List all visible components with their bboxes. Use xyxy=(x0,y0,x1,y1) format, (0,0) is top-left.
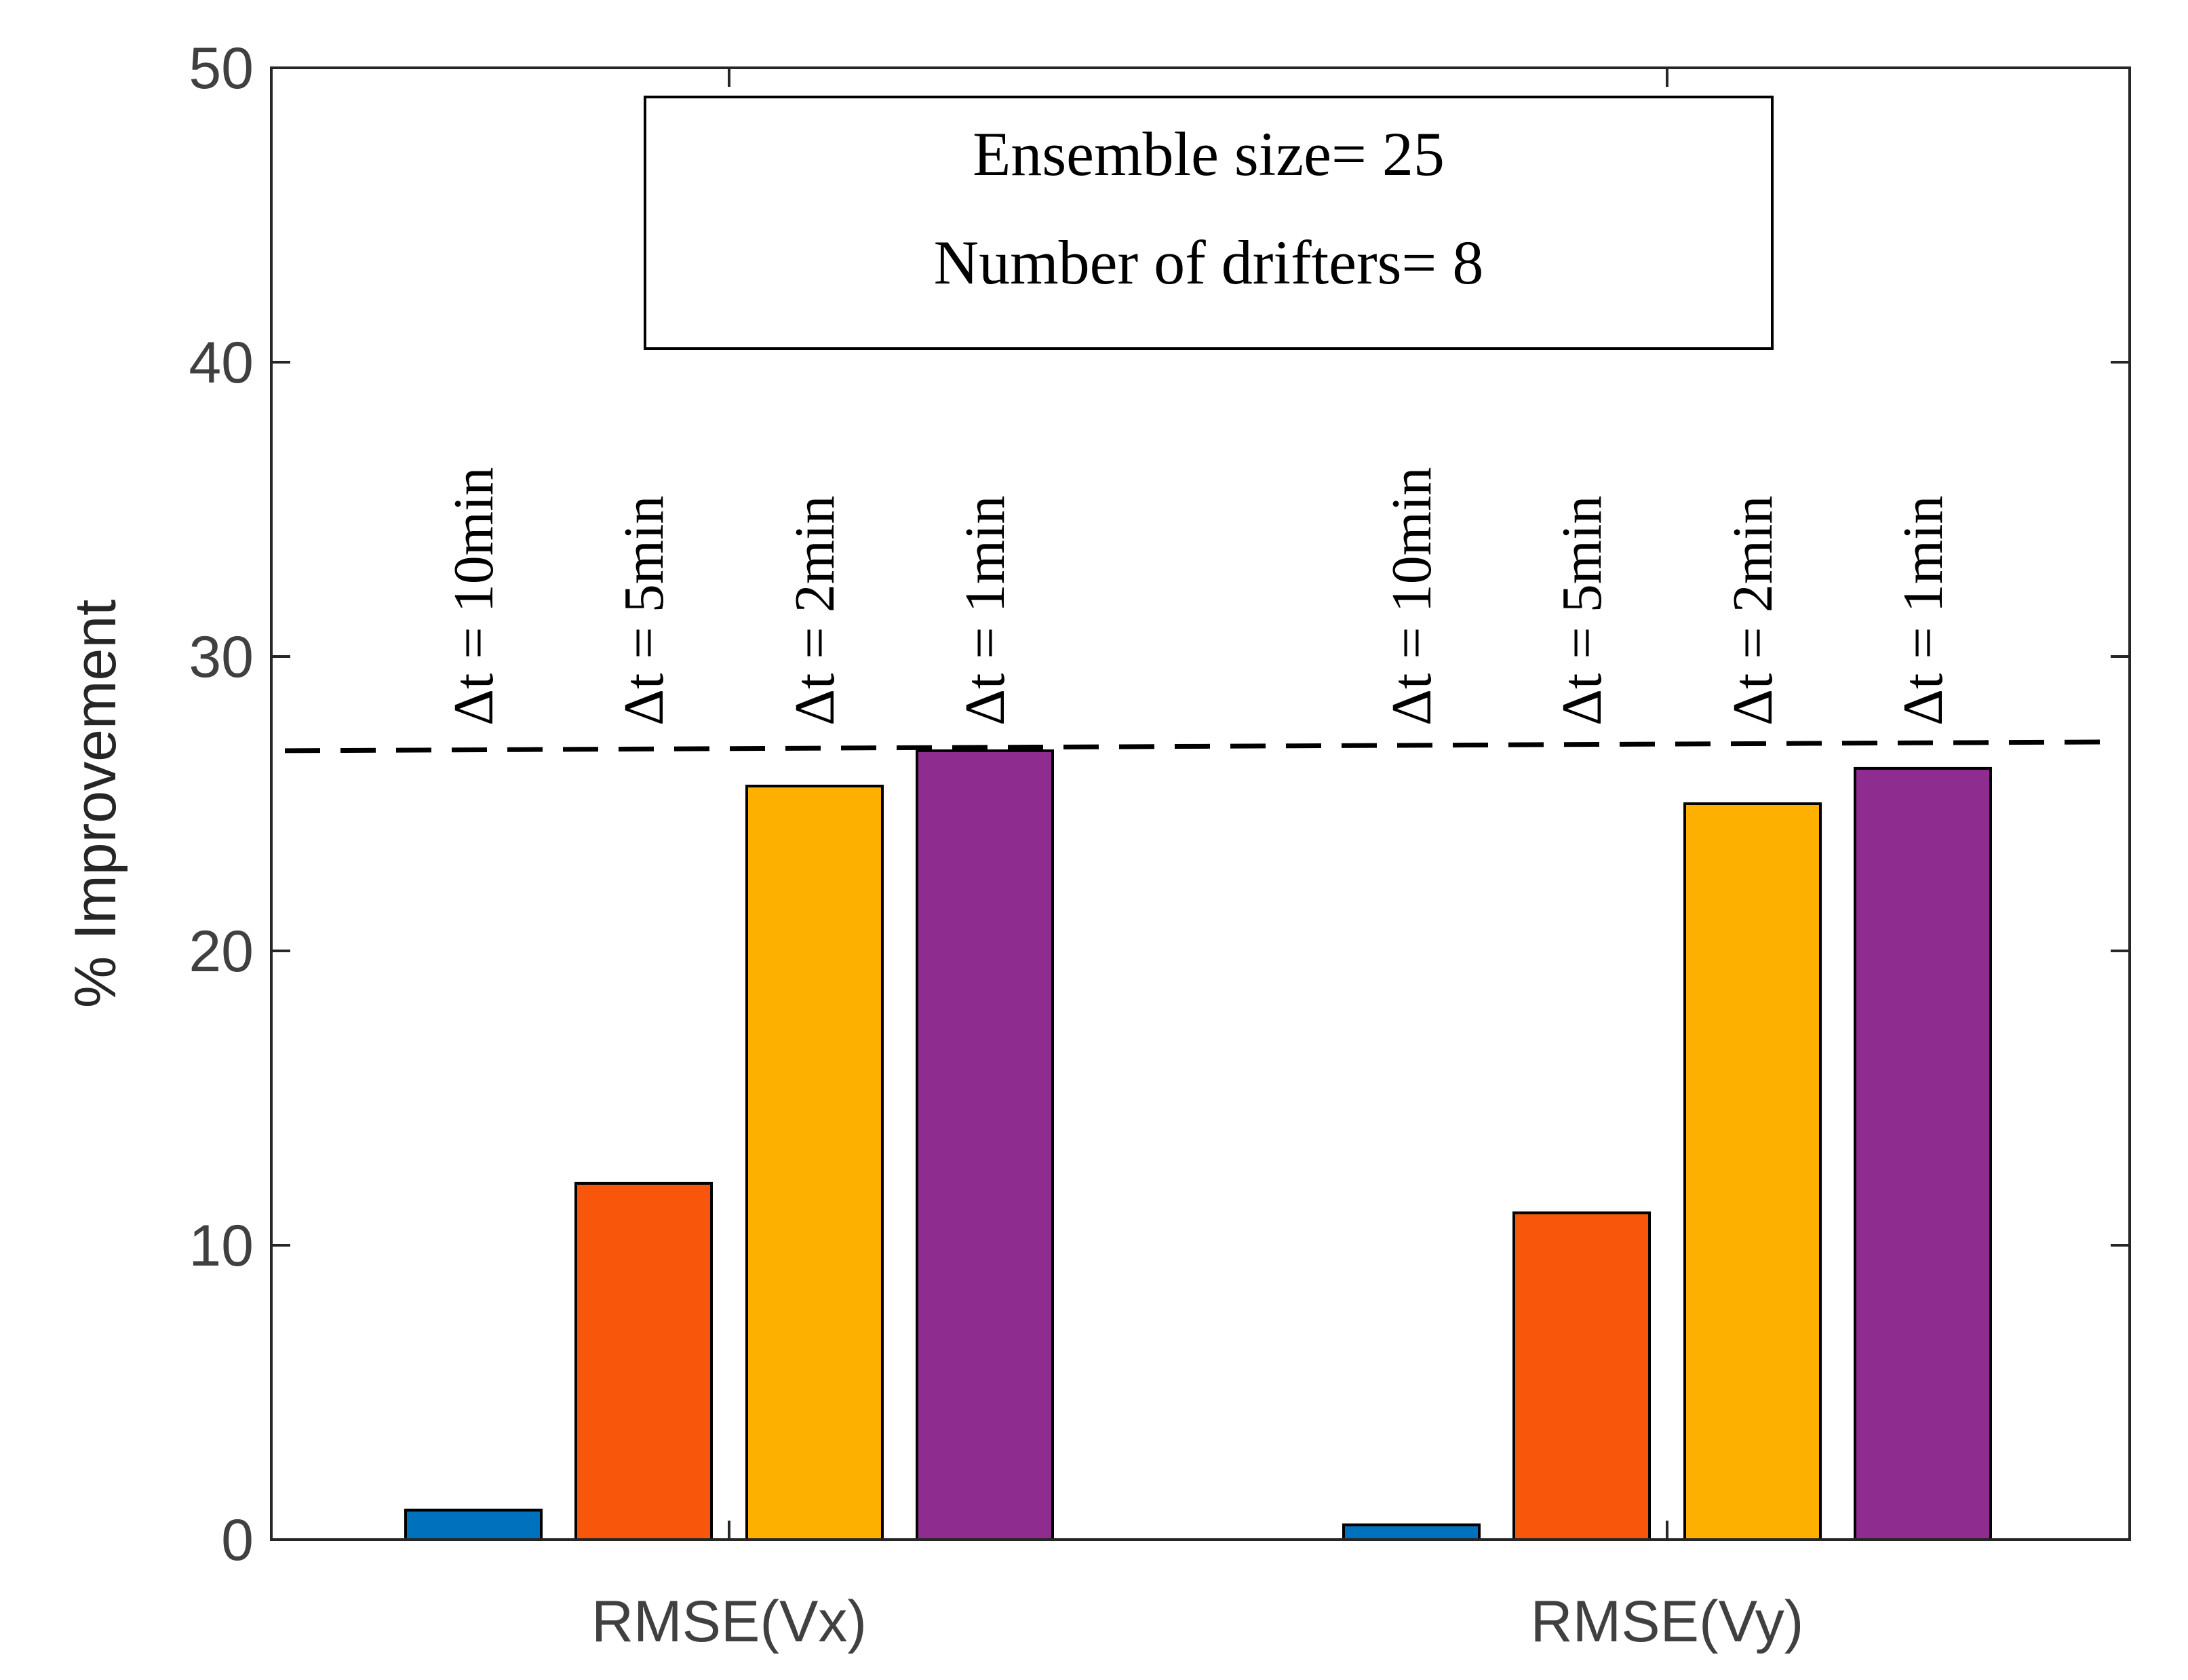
bar xyxy=(404,1508,543,1542)
bar-label: Δt = 10min xyxy=(442,467,505,726)
y-tick-label: 10 xyxy=(189,1213,254,1278)
reference-line-group xyxy=(284,739,2117,754)
annotation-frame xyxy=(644,96,1774,350)
bar xyxy=(574,1181,713,1541)
y-axis-title: % Improvement xyxy=(63,600,128,1008)
bar-label: Δt = 2min xyxy=(783,496,846,726)
bar-label: Δt = 1min xyxy=(1892,496,1955,726)
annotation-box: Ensemble size= 25 Number of drifters= 8 xyxy=(644,96,1774,350)
bar xyxy=(916,749,1054,1541)
bar-label: Δt = 5min xyxy=(1550,496,1614,726)
bar xyxy=(1854,766,1992,1541)
annotation-line-1: Ensemble size= 25 xyxy=(973,119,1445,189)
bar-label: Δt = 2min xyxy=(1721,496,1784,726)
y-tick-label: 30 xyxy=(189,625,254,690)
y-tick-label: 40 xyxy=(189,330,254,395)
bar xyxy=(1683,802,1822,1541)
bar-label: Δt = 10min xyxy=(1380,467,1443,726)
bar-labels: Δt = 10min Δt = 10min Δt = 5min Δt = 5min Δt… xyxy=(442,467,1955,726)
reference-line xyxy=(284,739,2117,754)
bar xyxy=(1342,1523,1481,1542)
x-category-label: RMSE(Vy) xyxy=(1531,1589,1804,1654)
bars xyxy=(404,749,1992,1542)
bar-label: Δt = 1min xyxy=(954,496,1017,726)
bar xyxy=(745,784,884,1541)
annotation-line-2: Number of drifters= 8 xyxy=(934,228,1484,297)
axis-ticks: 0 10 20 30 40 50 RMSE(Vx) RMSE(Vy) xyxy=(189,36,2130,1654)
y-tick-label: 0 xyxy=(221,1508,254,1573)
bar xyxy=(1512,1211,1651,1541)
bar-label: Δt = 5min xyxy=(612,496,676,726)
y-tick-label: 20 xyxy=(189,919,254,984)
y-tick-label: 50 xyxy=(189,36,254,101)
x-category-label: RMSE(Vx) xyxy=(591,1589,867,1654)
plot-frame xyxy=(270,66,2131,1541)
